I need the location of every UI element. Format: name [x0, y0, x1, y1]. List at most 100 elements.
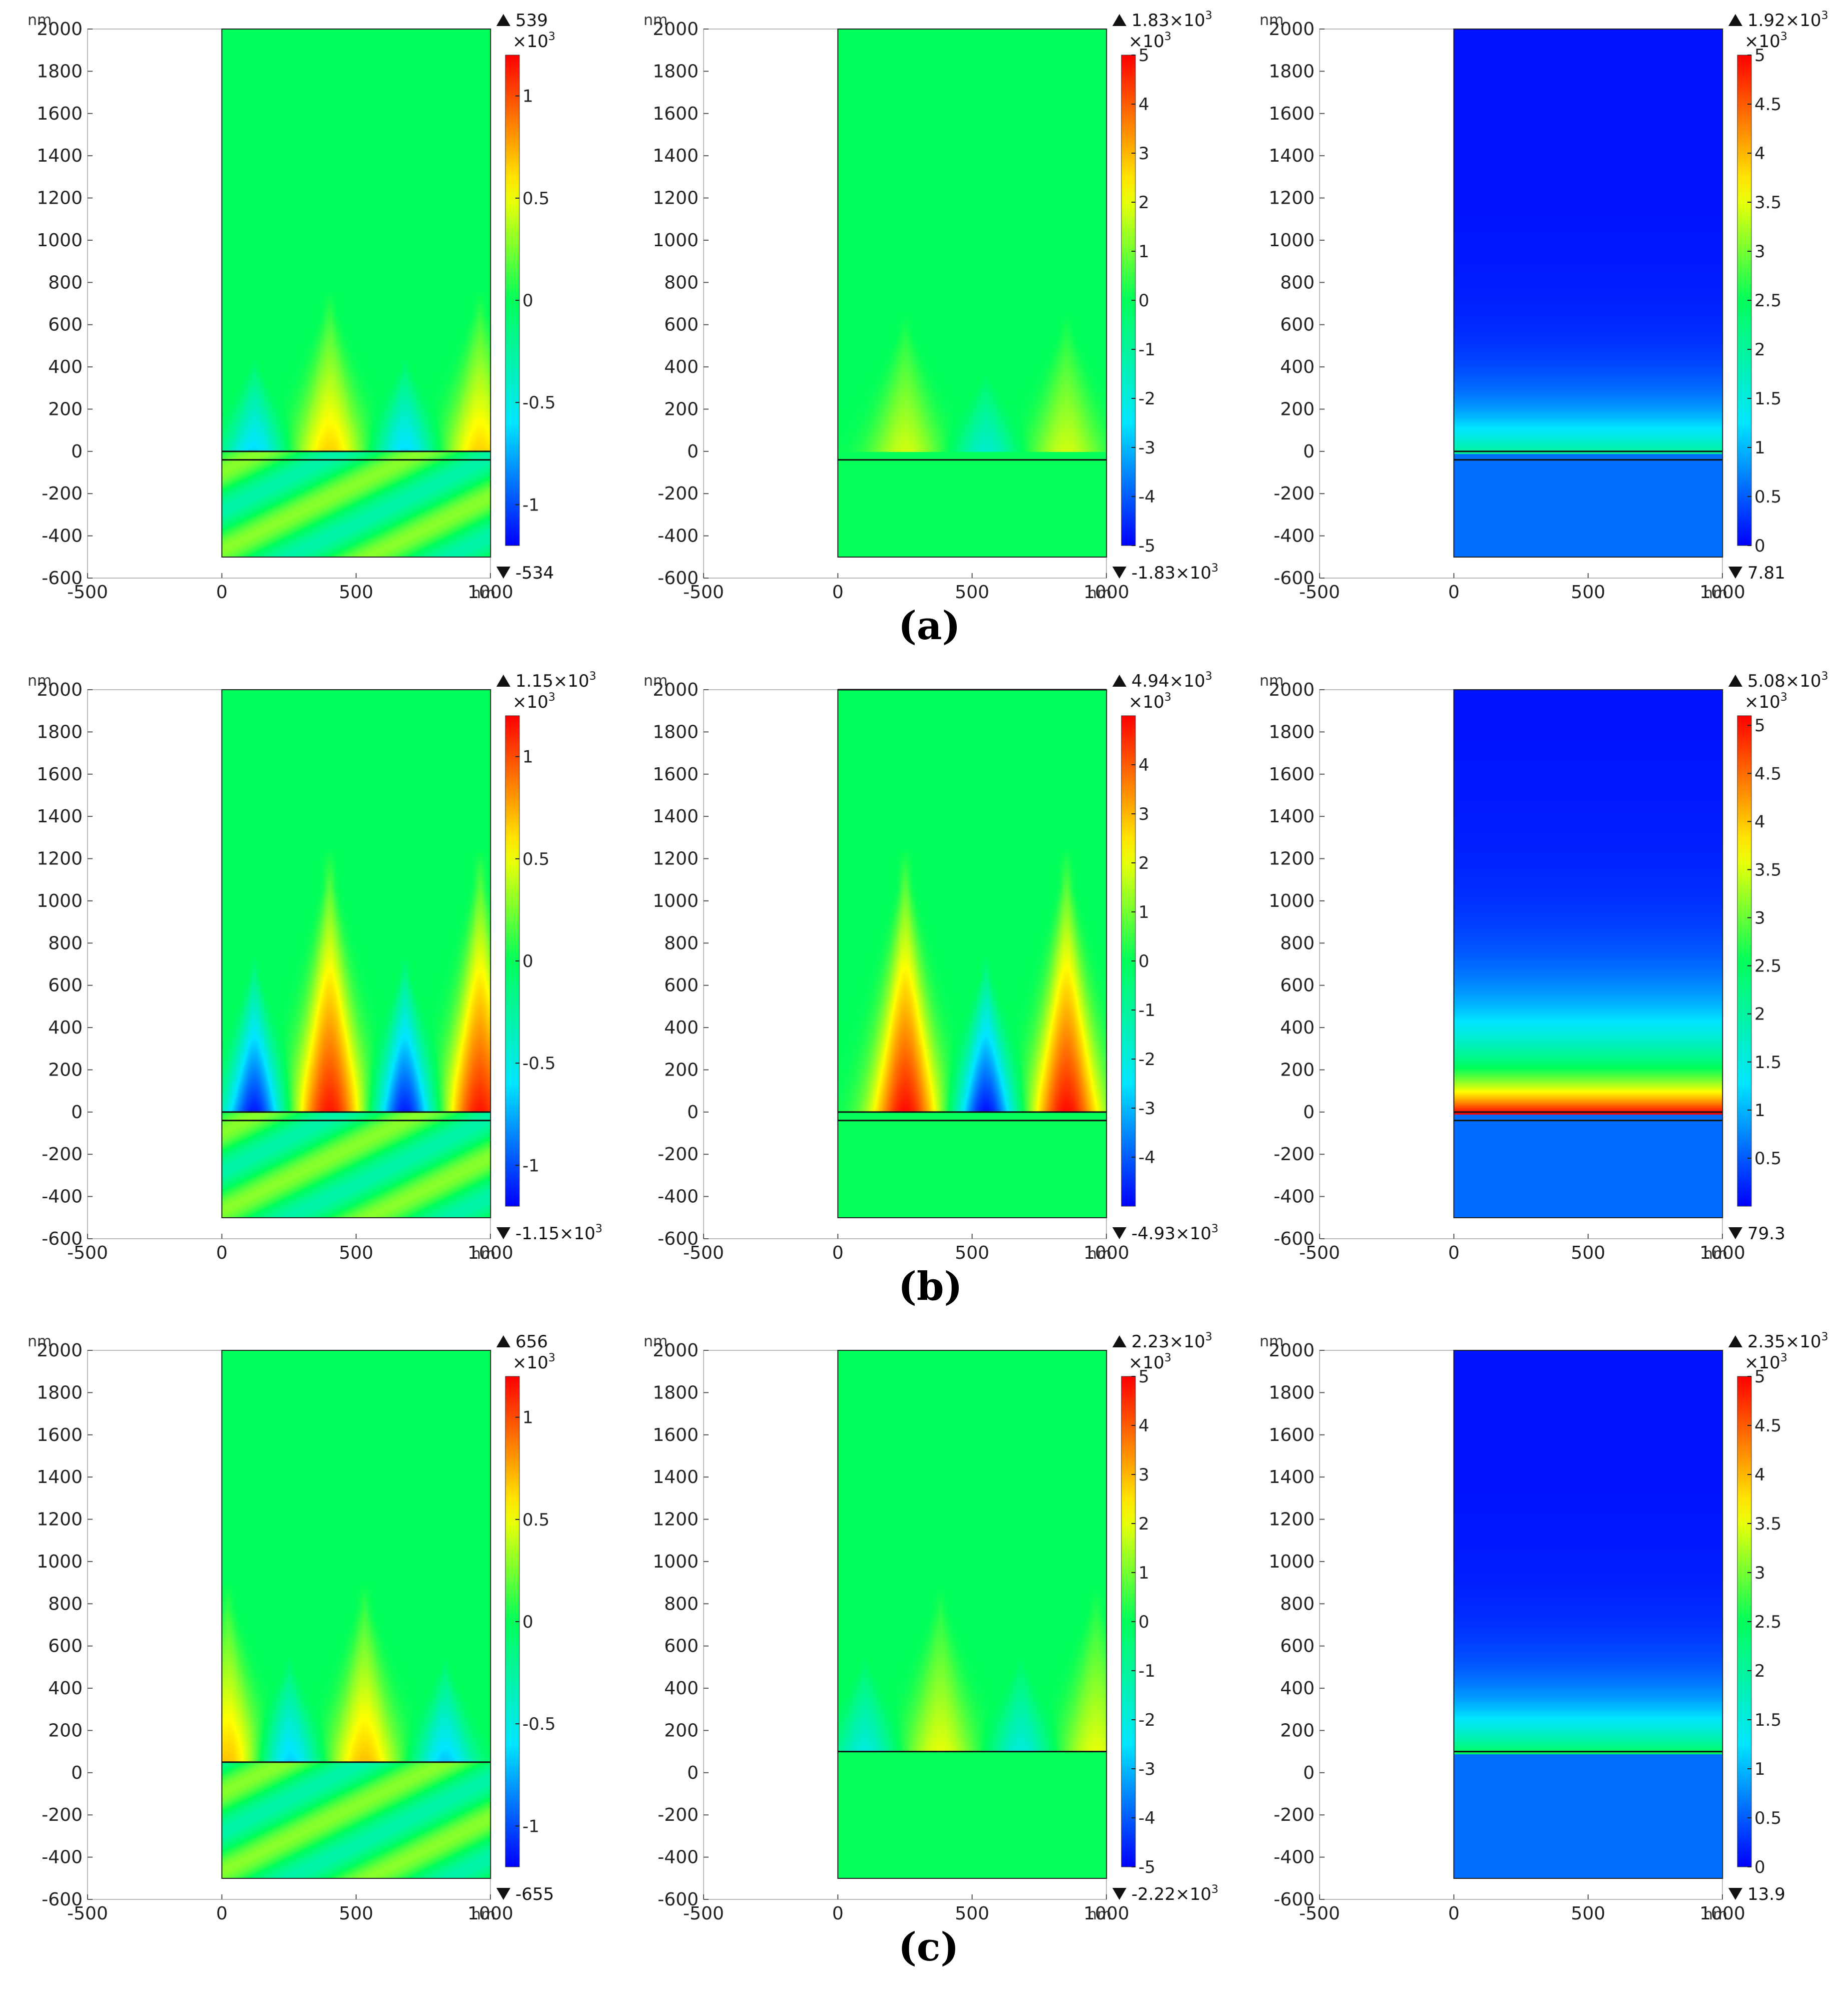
colorbar-scale-label: ×103: [1128, 1352, 1171, 1373]
y-tick-label: 1800: [37, 722, 83, 742]
colorbar-tick-label: 4: [1138, 95, 1149, 115]
colorbar-scale-label: ×103: [512, 691, 555, 712]
y-tick-label: 600: [48, 975, 83, 996]
panel-0-1: nm nm -600 -400 -200 0 200 400 600 800 1000 1200 140…: [616, 0, 1232, 621]
y-tick-label: 1200: [653, 1510, 699, 1530]
y-tick-label: 2000: [653, 1340, 699, 1361]
chart-svg: nmnm-600-400-200020040060080010001200140…: [1260, 10, 1828, 603]
field-map: [1454, 29, 1723, 557]
colorbar-scale-label: ×103: [1744, 1352, 1787, 1373]
chart-svg: nmnm-600-400-200020040060080010001200140…: [644, 670, 1218, 1263]
x-tick-label: 0: [832, 1903, 844, 1924]
y-tick-label: 1600: [1269, 764, 1315, 785]
y-tick-label: 1600: [653, 1425, 699, 1445]
colorbar-tick-label: 1: [1754, 1759, 1765, 1779]
domain-outline: [221, 689, 491, 1218]
y-tick-label: 1200: [1269, 849, 1315, 869]
y-tick-label: -600: [42, 1889, 83, 1910]
y-tick-label: -600: [658, 1229, 699, 1249]
colorbar-tick-label: 5: [1138, 1367, 1149, 1387]
colorbar-max-label: 1.83×103: [1131, 10, 1212, 31]
field-map: [222, 690, 491, 1218]
row-label-c: (c): [898, 1924, 959, 1970]
colorbar-tick-label: 2: [1138, 1514, 1149, 1534]
colorbar-tick-label: 4: [1754, 812, 1765, 832]
y-tick-label: -400: [658, 1187, 699, 1207]
colorbar-tick-label: 2: [1754, 1661, 1765, 1681]
y-tick-label: 200: [48, 1060, 83, 1080]
y-tick-label: 1200: [37, 849, 83, 869]
colorbar-tick-label: 4: [1138, 755, 1149, 775]
y-axis-unit: nm: [1260, 12, 1284, 29]
x-tick-label: 500: [339, 582, 373, 603]
colorbar-tick-label: 0: [522, 1612, 533, 1632]
y-tick-label: 800: [1280, 933, 1315, 953]
colorbar-tick-label: 0.5: [1754, 1149, 1781, 1169]
colorbar-scale-label: ×103: [1128, 691, 1171, 712]
colorbar-max-label: 1.15×103: [515, 670, 596, 691]
field-map: [838, 1350, 1107, 1878]
y-tick-label: 1000: [653, 230, 699, 251]
colorbar-tick-label: -5: [1138, 536, 1155, 556]
panel-1-2: nm nm -600 -400 -200 0 200 400 600 800 1000 1200 140…: [1232, 661, 1848, 1281]
y-tick-label: 800: [48, 272, 83, 293]
y-tick-label: 1600: [653, 104, 699, 124]
y-tick-label: 800: [48, 1594, 83, 1614]
y-tick-label: -400: [42, 1847, 83, 1868]
colorbar-tick-label: 1: [1138, 902, 1149, 922]
colorbar-tick-label: -3: [1138, 1759, 1155, 1779]
x-axis-unit: nm: [1703, 1245, 1727, 1263]
y-tick-label: 1800: [1269, 722, 1315, 742]
row-label-b: (b): [898, 1264, 963, 1309]
colorbar-tick-label: 2.5: [1754, 291, 1781, 311]
y-tick-label: 800: [1280, 1594, 1315, 1614]
colorbar-max-label: 656: [515, 1332, 548, 1352]
x-axis-unit: nm: [471, 585, 495, 602]
y-tick-label: 1600: [37, 764, 83, 785]
colorbar-tick-label: 4: [1754, 1465, 1765, 1485]
colorbar-tick-label: 0: [522, 951, 533, 971]
max-marker-icon: [1728, 14, 1742, 26]
colorbar: [1737, 715, 1752, 1207]
colorbar-tick-label: 2: [1754, 340, 1765, 360]
min-marker-icon: [1112, 1888, 1126, 1900]
y-tick-label: -600: [658, 568, 699, 589]
y-tick-label: -200: [1274, 1144, 1315, 1165]
y-tick-label: 0: [1303, 441, 1315, 462]
y-tick-label: 2000: [653, 680, 699, 700]
colorbar-min-label: -1.15×103: [515, 1223, 602, 1244]
colorbar-tick-label: 0: [522, 291, 533, 311]
y-tick-label: 1600: [37, 1425, 83, 1445]
colorbar-tick-label: -4: [1138, 1148, 1155, 1168]
colorbar-tick-label: 5: [1754, 1367, 1765, 1387]
chart-svg: nmnm-600-400-200020040060080010001200140…: [28, 670, 602, 1263]
y-tick-label: 2000: [37, 1340, 83, 1361]
panel-1-0: nm nm -600 -400 -200 0 200 400 600 800 1000 1200 140…: [0, 661, 616, 1281]
y-tick-label: 200: [48, 1720, 83, 1741]
colorbar-tick-label: 3: [1754, 908, 1765, 928]
y-tick-label: 600: [664, 315, 699, 335]
x-tick-label: -500: [67, 1243, 108, 1263]
y-tick-label: 600: [48, 315, 83, 335]
colorbar-tick-label: 3.5: [1754, 860, 1781, 880]
min-marker-icon: [1112, 1227, 1126, 1239]
field-map: [1454, 1350, 1723, 1878]
panel-1-1: nm nm -600 -400 -200 0 200 400 600 800 1000 1200 140…: [616, 661, 1232, 1281]
y-tick-label: 1800: [653, 1382, 699, 1403]
x-tick-label: 0: [216, 582, 228, 603]
y-tick-label: 1600: [1269, 104, 1315, 124]
y-tick-label: 1600: [653, 764, 699, 785]
x-tick-label: 1000: [1083, 1243, 1129, 1263]
colorbar-max-label: 2.35×103: [1747, 1331, 1828, 1352]
y-tick-label: 2000: [1269, 19, 1315, 40]
colorbar-tick-label: 2.5: [1754, 956, 1781, 976]
y-tick-label: 400: [1280, 357, 1315, 377]
min-marker-icon: [1728, 1888, 1742, 1900]
colorbar-tick-label: 1: [522, 87, 533, 107]
colorbar-tick-label: -1: [1138, 1661, 1155, 1681]
colorbar-tick-label: -0.5: [522, 1054, 555, 1074]
y-tick-label: 800: [48, 933, 83, 953]
colorbar-tick-label: -1: [1138, 340, 1155, 360]
max-marker-icon: [496, 14, 510, 26]
y-tick-label: 1200: [1269, 1510, 1315, 1530]
